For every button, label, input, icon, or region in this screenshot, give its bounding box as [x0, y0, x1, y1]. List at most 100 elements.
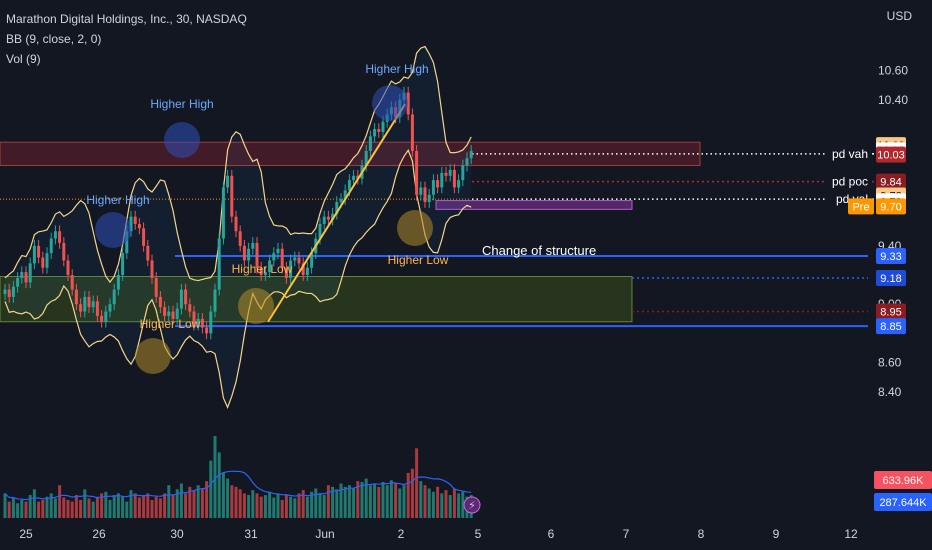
volume-bar-60 — [255, 493, 259, 518]
volume-bar-72 — [305, 496, 309, 518]
candle-body-89 — [377, 129, 381, 132]
annotation-label-0: Higher High — [86, 193, 149, 207]
candle-body-21 — [91, 301, 95, 308]
candle-body-37 — [158, 296, 162, 308]
price-tag-bg-2 — [876, 146, 906, 163]
volume-bar-1 — [7, 501, 11, 518]
candle-body-105 — [444, 172, 448, 176]
candle-body-4 — [20, 272, 24, 278]
candle-body-1 — [7, 289, 11, 297]
candle-body-12 — [53, 231, 57, 239]
structure-box — [435, 200, 633, 210]
candle-body-72 — [305, 267, 309, 276]
candle-body-39 — [167, 311, 171, 316]
volume-bar-109 — [461, 491, 465, 518]
candle-body-43 — [184, 289, 188, 305]
volume-bar-24 — [104, 491, 108, 518]
candle-body-61 — [259, 267, 263, 276]
candle-body-25 — [108, 304, 112, 312]
candle-body-108 — [457, 180, 461, 188]
volume-bar-68 — [289, 496, 293, 518]
candle-body-30 — [129, 216, 133, 232]
volume-bar-63 — [268, 491, 272, 518]
candle-body-75 — [318, 223, 322, 239]
bollinger-fill — [5, 46, 472, 408]
price-tag-text-9: 8.95 — [880, 307, 901, 319]
candle-body-28 — [121, 253, 125, 276]
volume-bar-59 — [251, 490, 255, 518]
bollinger-indicator-label[interactable]: BB (9, close, 2, 0) — [6, 32, 102, 46]
candle-body-41 — [175, 308, 179, 319]
volume-bar-57 — [242, 493, 246, 518]
candle-body-102 — [431, 180, 435, 195]
price-tag-bg-3 — [876, 173, 906, 190]
volume-bar-7 — [32, 489, 36, 518]
symbol-title[interactable]: Marathon Digital Holdings, Inc., 30, NAS… — [6, 12, 247, 26]
candle-body-38 — [163, 307, 167, 316]
volume-bar-50 — [213, 436, 217, 518]
volume-bar-9 — [41, 499, 45, 518]
candle-body-63 — [268, 260, 272, 273]
volume-bar-39 — [167, 485, 171, 518]
candle-body-68 — [289, 260, 293, 278]
volume-bar-79 — [335, 489, 339, 518]
volume-bar-22 — [95, 496, 99, 518]
annotation-circle-2 — [372, 85, 408, 121]
candle-body-36 — [154, 277, 158, 297]
candle-body-99 — [419, 187, 423, 195]
volume-bar-0 — [3, 493, 7, 518]
volume-bar-18 — [79, 499, 83, 518]
candle-body-16 — [70, 275, 74, 290]
volume-bar-93 — [394, 483, 398, 518]
candle-body-29 — [125, 231, 129, 254]
volume-bar-77 — [326, 485, 330, 518]
volume-bar-40 — [171, 495, 175, 518]
x-tick-label-7: 6 — [548, 527, 555, 541]
candle-body-2 — [11, 286, 15, 297]
volume-bar-53 — [226, 478, 230, 518]
volume-bar-28 — [121, 496, 125, 518]
volume-bar-82 — [347, 485, 351, 518]
candle-body-62 — [263, 272, 267, 276]
price-tag-bg-6 — [876, 198, 906, 215]
candle-body-97 — [410, 114, 414, 151]
annotation-label-1: Higher High — [150, 97, 213, 111]
volume-bar-36 — [154, 496, 158, 518]
volume-bar-6 — [28, 495, 32, 518]
annotation-label-2: Higher High — [365, 62, 428, 76]
candle-body-96 — [406, 92, 410, 115]
candle-body-109 — [461, 165, 465, 181]
volume-bar-43 — [184, 493, 188, 518]
price-tag-chip-bg-6 — [848, 198, 874, 215]
candle-body-0 — [3, 289, 7, 295]
volume-bar-47 — [200, 488, 204, 518]
candle-body-14 — [62, 242, 66, 261]
volume-bar-48 — [205, 481, 209, 518]
volume-bar-69 — [293, 498, 297, 518]
candle-body-71 — [301, 263, 305, 276]
volume-bar-108 — [457, 493, 461, 518]
candle-body-83 — [352, 175, 356, 181]
volume-bar-11 — [49, 493, 53, 518]
x-tick-label-8: 7 — [623, 527, 630, 541]
volume-bar-41 — [175, 489, 179, 518]
candle-body-76 — [322, 216, 326, 224]
annotation-circle-3 — [135, 338, 171, 374]
candle-body-86 — [364, 150, 368, 166]
candle-body-22 — [95, 301, 99, 316]
candle-body-13 — [58, 231, 62, 243]
volume-tag-bg-1 — [874, 493, 932, 511]
volume-bar-74 — [314, 488, 318, 518]
candle-body-48 — [205, 327, 209, 334]
candle-body-24 — [104, 311, 108, 322]
candle-body-42 — [179, 289, 183, 309]
candle-body-66 — [280, 248, 284, 268]
candle-body-98 — [415, 150, 419, 195]
candle-body-18 — [79, 304, 83, 312]
volume-bar-33 — [142, 495, 146, 518]
candle-body-73 — [310, 253, 314, 268]
candle-body-57 — [242, 245, 246, 261]
volume-bar-55 — [234, 486, 238, 518]
volume-indicator-label[interactable]: Vol (9) — [6, 52, 41, 66]
